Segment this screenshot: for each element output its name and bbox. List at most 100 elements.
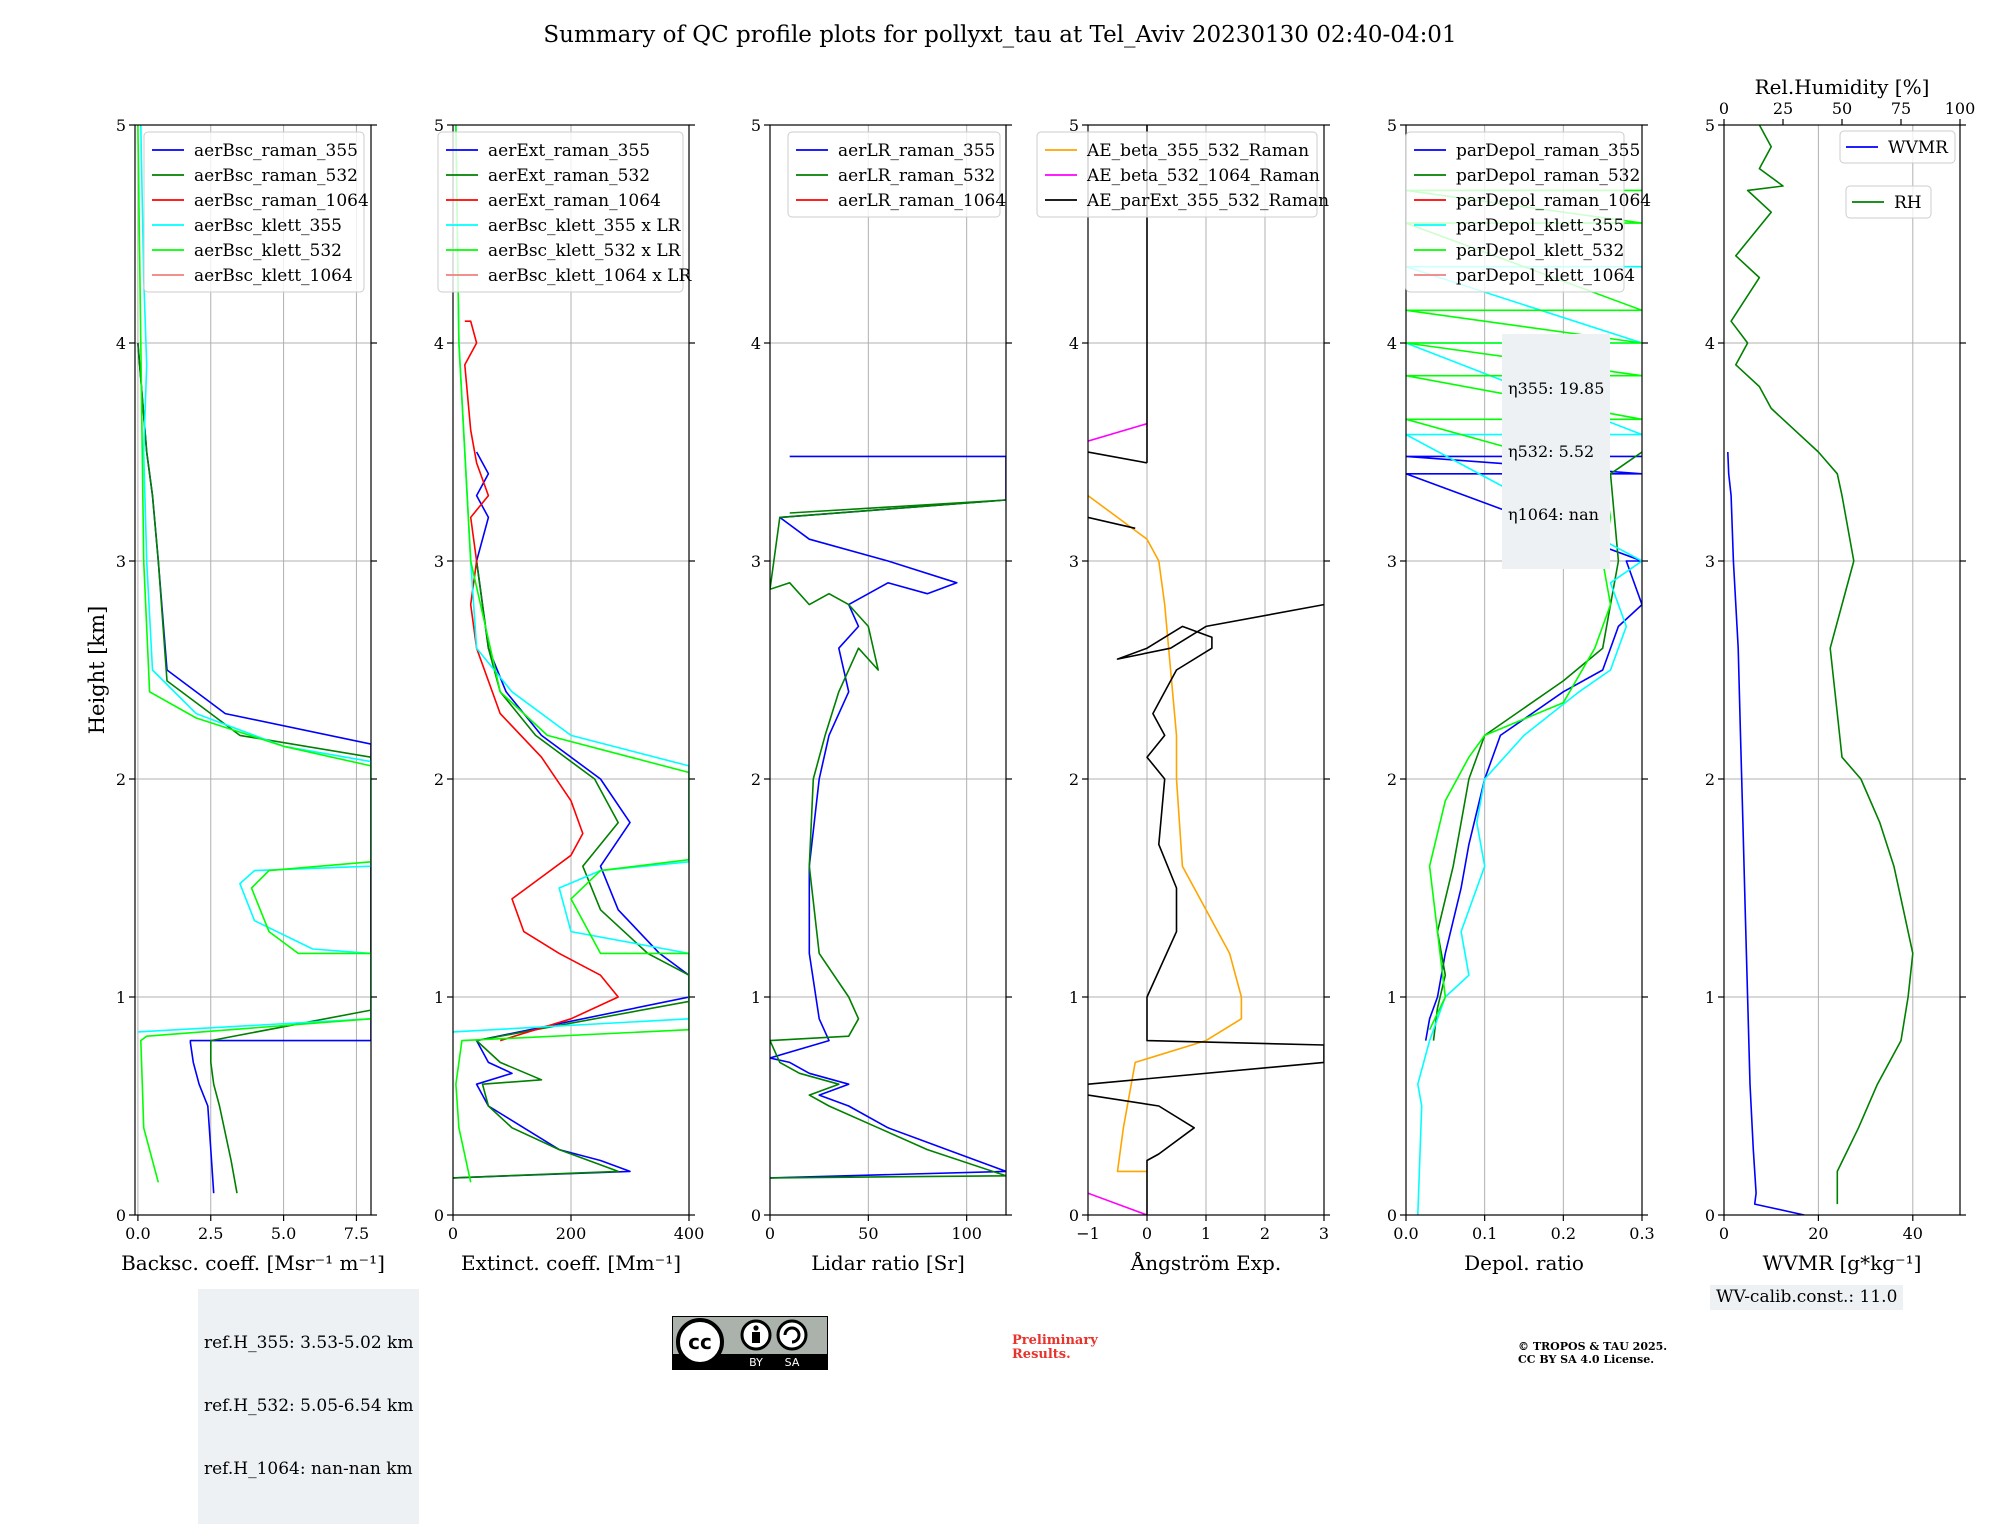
x-tick-label: 0.0 xyxy=(125,1224,150,1243)
y-tick-label: 4 xyxy=(1069,334,1079,353)
series-group xyxy=(1727,125,1914,1215)
series-line-aerLR-raman-532 xyxy=(770,499,1006,1179)
cc-sa-label: SA xyxy=(785,1356,800,1369)
y-tick-label: 2 xyxy=(1387,770,1397,789)
x-tick-label: 400 xyxy=(674,1224,705,1243)
y-tick-label: 0 xyxy=(1069,1206,1079,1225)
x-tick-label: 5.0 xyxy=(271,1224,296,1243)
legend-entry: parDepol_klett_355 xyxy=(1456,216,1624,236)
y-axis-label: Height [km] xyxy=(85,606,109,735)
legend-entry: aerLR_raman_1064 xyxy=(838,191,1006,211)
x-tick-label: 0 xyxy=(448,1224,458,1243)
legend-entry: parDepol_klett_1064 xyxy=(1456,266,1635,286)
x-axis-label: Lidar ratio [Sr] xyxy=(811,1251,965,1275)
series-group xyxy=(770,455,1006,1179)
series-line-aerBsc-klett-532-x-LR xyxy=(455,125,689,1183)
legend-box xyxy=(787,131,1001,218)
series-line-aerBsc-raman-355 xyxy=(137,342,371,1194)
y-tick-label: 1 xyxy=(1387,988,1397,1007)
legend-entry: aerBsc_klett_355 xyxy=(194,216,342,236)
ref-line-532: ref.H_532: 5.05-6.54 km xyxy=(204,1396,414,1416)
x2-tick-label: 0 xyxy=(1719,99,1729,118)
legend-entry: aerBsc_klett_532 xyxy=(194,241,342,261)
axes-frame xyxy=(134,124,372,1216)
x-tick-label: 7.5 xyxy=(344,1224,369,1243)
svg-text:cc: cc xyxy=(688,1330,712,1354)
panel-1: 0 1 2 3 4 5 0.0 2.5 5.0 7.5 Backsc. coeff. [Msr⁻¹ … xyxy=(116,116,385,1275)
y-tick-label: 4 xyxy=(434,334,444,353)
copyright-note: © TROPOS & TAU 2025. CC BY SA 4.0 Licens… xyxy=(1518,1340,1668,1366)
wv-calib-box: WV-calib.const.: 11.0 xyxy=(1710,1285,1904,1310)
x2-axis-label: Rel.Humidity [%] xyxy=(1755,75,1930,99)
legend-entry: aerBsc_klett_532 x LR xyxy=(488,241,682,261)
x-tick-label: 2 xyxy=(1260,1224,1270,1243)
y-tick-label: 3 xyxy=(1705,552,1715,571)
series-group xyxy=(1088,125,1324,1215)
series-line-parDepol-raman-532 xyxy=(1432,451,1642,1041)
y-tick-label: 3 xyxy=(751,552,761,571)
legend-box xyxy=(143,131,365,293)
eta-box: η355: 19.85 η532: 5.52 η1064: nan xyxy=(1502,334,1611,569)
ref-line-1064: ref.H_1064: nan-nan km xyxy=(204,1459,413,1479)
series-line-aerBsc-klett-532 xyxy=(137,125,371,1183)
y-tick-label: 0 xyxy=(1387,1206,1397,1225)
cc-by-label: BY xyxy=(749,1356,763,1369)
y-tick-label: 1 xyxy=(1069,988,1079,1007)
legend-box xyxy=(437,131,684,293)
legend-entry: parDepol_raman_532 xyxy=(1456,166,1640,186)
series-group xyxy=(137,125,371,1194)
y-tick-label: 5 xyxy=(1387,116,1397,135)
y-tick-label: 4 xyxy=(1387,334,1397,353)
qc-summary-figure: Summary of QC profile plots for pollyxt_… xyxy=(85,22,1975,1524)
x-tick-label: 0 xyxy=(765,1224,775,1243)
y-tick-label: 4 xyxy=(751,334,761,353)
series-line-aerBsc-klett-355 xyxy=(137,125,371,1033)
x-tick-label: 50 xyxy=(858,1224,878,1243)
y-tick-label: 1 xyxy=(434,988,444,1007)
legend-box xyxy=(1845,185,1932,219)
y-tick-label: 0 xyxy=(434,1206,444,1225)
series-line-parDepol-klett-532 xyxy=(1406,189,1642,1031)
x-tick-label: 20 xyxy=(1808,1224,1828,1243)
x-tick-label: 0.3 xyxy=(1629,1224,1654,1243)
series-line-AE-beta-532-1064-Raman xyxy=(1088,422,1148,1215)
y-tick-label: 1 xyxy=(751,988,761,1007)
ref-line-355: ref.H_355: 3.53-5.02 km xyxy=(204,1333,414,1353)
x-tick-label: 0.0 xyxy=(1393,1224,1418,1243)
x2-tick-label: 50 xyxy=(1832,99,1852,118)
legend-entry: aerExt_raman_1064 xyxy=(488,191,661,211)
legend-entry: aerExt_raman_355 xyxy=(488,141,650,161)
panel-2: 0 1 2 3 4 5 0 200 400 Extinct. coeff. [Mm⁻¹] aerEx… xyxy=(434,116,704,1275)
y-tick-label: 2 xyxy=(1069,770,1079,789)
y-tick-label: 5 xyxy=(1705,116,1715,135)
legend-entry: parDepol_raman_1064 xyxy=(1456,191,1651,211)
x-tick-label: −1 xyxy=(1076,1224,1100,1243)
x2-tick-label: 75 xyxy=(1891,99,1911,118)
series-line-aerExt-raman-532 xyxy=(453,560,689,1179)
x-tick-label: 2.5 xyxy=(198,1224,223,1243)
y-tick-label: 1 xyxy=(1705,988,1715,1007)
figure-title: Summary of QC profile plots for pollyxt_… xyxy=(543,22,1457,48)
cc-license-logo: cc BY SA xyxy=(672,1316,828,1370)
series-line-aerBsc-raman-532 xyxy=(137,342,371,1194)
axes-frame xyxy=(1723,124,1961,1216)
legend-box xyxy=(1839,130,1956,164)
legend-box xyxy=(1405,131,1625,293)
x-axis-label: WVMR [g*kg⁻¹] xyxy=(1763,1251,1922,1275)
legend-entry: parDepol_raman_355 xyxy=(1456,141,1640,161)
y-tick-label: 3 xyxy=(1069,552,1079,571)
axes-frame xyxy=(769,124,1007,1216)
x-axis-label: Backsc. coeff. [Msr⁻¹ m⁻¹] xyxy=(121,1251,385,1275)
profile-plots: 0 1 2 3 4 5 0.0 2.5 5.0 7.5 Backsc. coeff. [Msr⁻¹ … xyxy=(85,75,1975,1275)
legend-entry: aerExt_raman_532 xyxy=(488,166,650,186)
legend-entry: AE_parExt_355_532_Raman xyxy=(1086,191,1329,211)
legend-entry: aerBsc_klett_1064 x LR xyxy=(488,266,692,286)
y-tick-label: 2 xyxy=(116,770,126,789)
y-tick-label: 3 xyxy=(1387,552,1397,571)
y-tick-label: 2 xyxy=(751,770,761,789)
eta-line-355: η355: 19.85 xyxy=(1508,379,1605,398)
y-tick-label: 2 xyxy=(1705,770,1715,789)
series-line-WVMR xyxy=(1727,451,1805,1215)
series-line-AE-parExt-355-532-Raman xyxy=(1088,125,1324,1215)
